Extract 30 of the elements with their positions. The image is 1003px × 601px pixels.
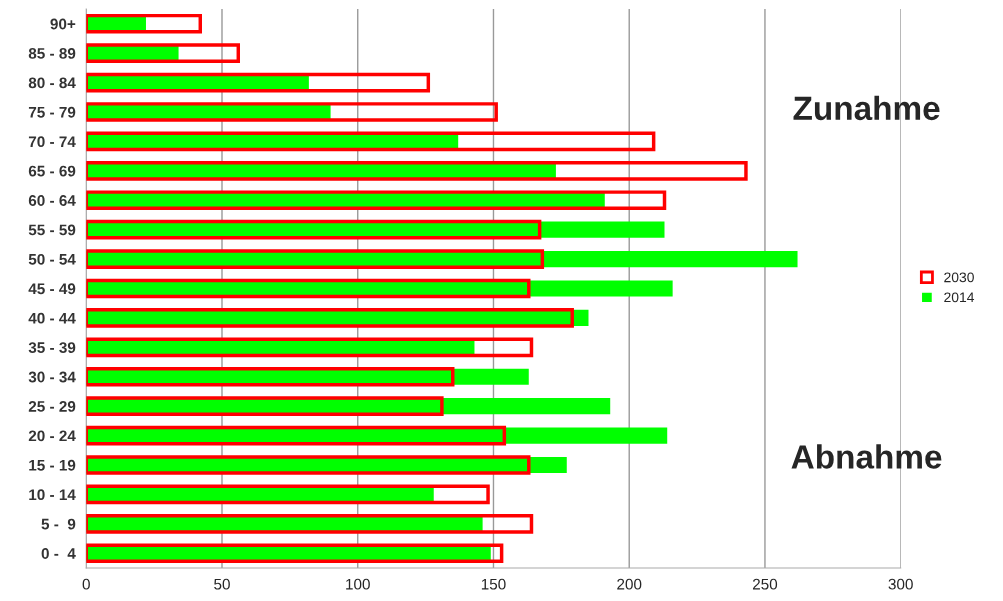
x-tick-label: 150: [481, 578, 506, 590]
y-tick-label: 30 - 34: [28, 371, 76, 383]
y-tick-label: 40 - 44: [28, 312, 76, 324]
y-tick-label: 70 - 74: [28, 136, 76, 148]
annotation: Abnahme: [791, 444, 942, 469]
y-tick-label: 25 - 29: [28, 401, 76, 412]
x-tick-label: 0: [82, 578, 90, 590]
y-tick-label: 80 - 84: [28, 77, 76, 89]
y-tick-label: 15 - 19: [29, 459, 76, 471]
x-tick-label: 100: [346, 578, 370, 590]
y-tick-label: 50 - 54: [28, 253, 76, 265]
x-tick-label: 250: [752, 578, 778, 590]
y-tick-label: 75 - 79: [28, 106, 76, 118]
annotation: Zunahme: [793, 95, 940, 121]
y-tick-label: 90+: [50, 18, 76, 30]
x-tick-label: 300: [888, 578, 913, 590]
legend-label: 2014: [944, 292, 975, 303]
x-tick-label: 200: [617, 578, 642, 590]
y-tick-label: 35 - 39: [28, 342, 76, 354]
x-tick-label: 50: [214, 578, 230, 590]
y-tick-label: 65 - 69: [28, 165, 76, 177]
y-tick-label: 55 - 59: [28, 224, 76, 236]
y-tick-label: 0 - 4: [41, 548, 76, 559]
legend-label: 2030: [944, 272, 974, 283]
y-tick-label: 5 - 9: [41, 518, 76, 530]
y-tick-label: 10 - 14: [29, 489, 76, 501]
y-tick-label: 85 - 89: [28, 48, 76, 59]
y-tick-label: 20 - 24: [28, 430, 76, 442]
y-tick-label: 60 - 64: [28, 195, 76, 206]
y-tick-label: 45 - 49: [28, 283, 76, 295]
